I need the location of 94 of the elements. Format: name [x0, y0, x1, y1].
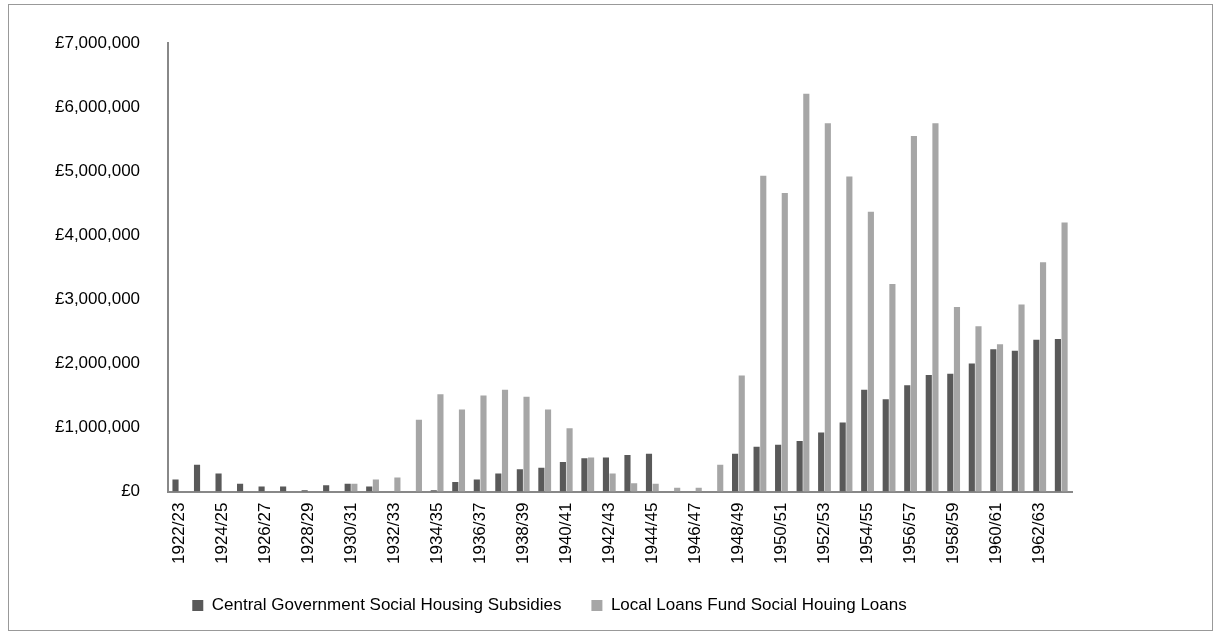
x-tick-label: 1924/25 — [211, 502, 231, 564]
bar — [581, 458, 588, 492]
x-tick-label: 1944/45 — [642, 502, 662, 564]
bar — [775, 444, 782, 492]
bar — [172, 479, 179, 492]
bar — [624, 455, 631, 492]
x-tick-label: 1954/55 — [857, 502, 877, 564]
y-tick-label: £7,000,000 — [54, 32, 141, 52]
bar — [1033, 339, 1040, 492]
bar — [947, 373, 954, 492]
x-tick-label: 1930/31 — [340, 502, 360, 564]
bar — [538, 467, 545, 492]
bar — [781, 193, 788, 492]
x-tick-label: 1938/39 — [512, 502, 532, 564]
bar — [193, 464, 201, 492]
bar — [904, 385, 911, 492]
bar — [215, 473, 222, 492]
y-tick-label: £2,000,000 — [54, 353, 141, 373]
bar — [861, 389, 868, 492]
x-tick-label: 1934/35 — [426, 502, 446, 564]
x-tick-label: 1950/51 — [771, 502, 791, 564]
y-tick-label: £1,000,000 — [54, 417, 141, 437]
x-tick-label: 1958/59 — [943, 502, 963, 564]
bar — [975, 326, 982, 492]
bar — [366, 486, 373, 492]
bar — [932, 123, 939, 492]
bar — [882, 399, 889, 492]
bar — [1039, 262, 1047, 492]
x-tick-label: 1962/63 — [1029, 502, 1049, 564]
bar — [996, 344, 1004, 492]
x-tick-label: 1948/49 — [728, 502, 748, 564]
legend-label: Central Government Social Housing Subsidies — [211, 595, 562, 615]
bar — [559, 462, 566, 492]
bar — [846, 176, 853, 492]
bar — [818, 432, 825, 492]
bar — [889, 284, 896, 492]
x-tick-label: 1928/29 — [297, 502, 317, 564]
bar — [473, 479, 480, 492]
bar — [523, 396, 530, 492]
bar — [602, 457, 610, 492]
bar — [867, 211, 874, 492]
y-tick-label: £3,000,000 — [54, 289, 141, 309]
bar — [839, 422, 846, 492]
bar — [732, 453, 739, 492]
bar — [925, 374, 932, 492]
x-tick-label: 1946/47 — [685, 502, 705, 564]
y-tick-label: £0 — [121, 481, 141, 501]
bar — [631, 483, 638, 492]
x-tick-label: 1932/33 — [383, 502, 403, 564]
bar — [280, 486, 287, 492]
bar — [544, 409, 552, 492]
bar — [452, 481, 459, 492]
y-tick-label: £4,000,000 — [54, 225, 141, 245]
y-tick-label: £6,000,000 — [54, 96, 141, 116]
bar — [1061, 222, 1068, 492]
bar — [796, 440, 803, 492]
bar — [394, 477, 401, 492]
bar — [258, 486, 265, 492]
bar — [803, 93, 810, 492]
x-tick-label: 1942/43 — [598, 502, 618, 564]
bar — [458, 409, 466, 492]
bar — [645, 453, 653, 492]
bar — [753, 446, 760, 492]
bar — [824, 123, 831, 492]
x-tick-label: 1926/27 — [254, 502, 274, 564]
bar — [760, 175, 767, 492]
bar — [968, 363, 975, 492]
x-tick-label: 1940/41 — [555, 502, 575, 564]
bar — [953, 307, 961, 492]
bar — [501, 389, 509, 492]
legend-label: Local Loans Fund Social Houing Loans — [610, 595, 907, 615]
bar — [910, 136, 917, 492]
x-tick-label: 1956/57 — [900, 502, 920, 564]
bar — [609, 473, 616, 492]
bar — [372, 479, 379, 492]
bar — [437, 394, 444, 492]
bar — [1054, 339, 1061, 492]
y-tick-label: £5,000,000 — [54, 160, 141, 180]
bar — [1011, 350, 1018, 492]
x-tick-label: 1922/23 — [168, 502, 188, 564]
bar — [495, 473, 502, 492]
bar — [738, 375, 745, 492]
bar — [566, 428, 573, 492]
x-tick-label: 1936/37 — [469, 502, 489, 564]
bar — [323, 485, 330, 492]
bar — [588, 457, 595, 492]
bar — [415, 419, 422, 492]
x-tick-label: 1960/61 — [986, 502, 1006, 564]
bar — [480, 395, 487, 492]
x-tick-label: 1952/53 — [814, 502, 834, 564]
bar — [717, 464, 724, 492]
bar — [990, 349, 997, 492]
bar — [516, 469, 523, 492]
bar — [1018, 304, 1025, 492]
